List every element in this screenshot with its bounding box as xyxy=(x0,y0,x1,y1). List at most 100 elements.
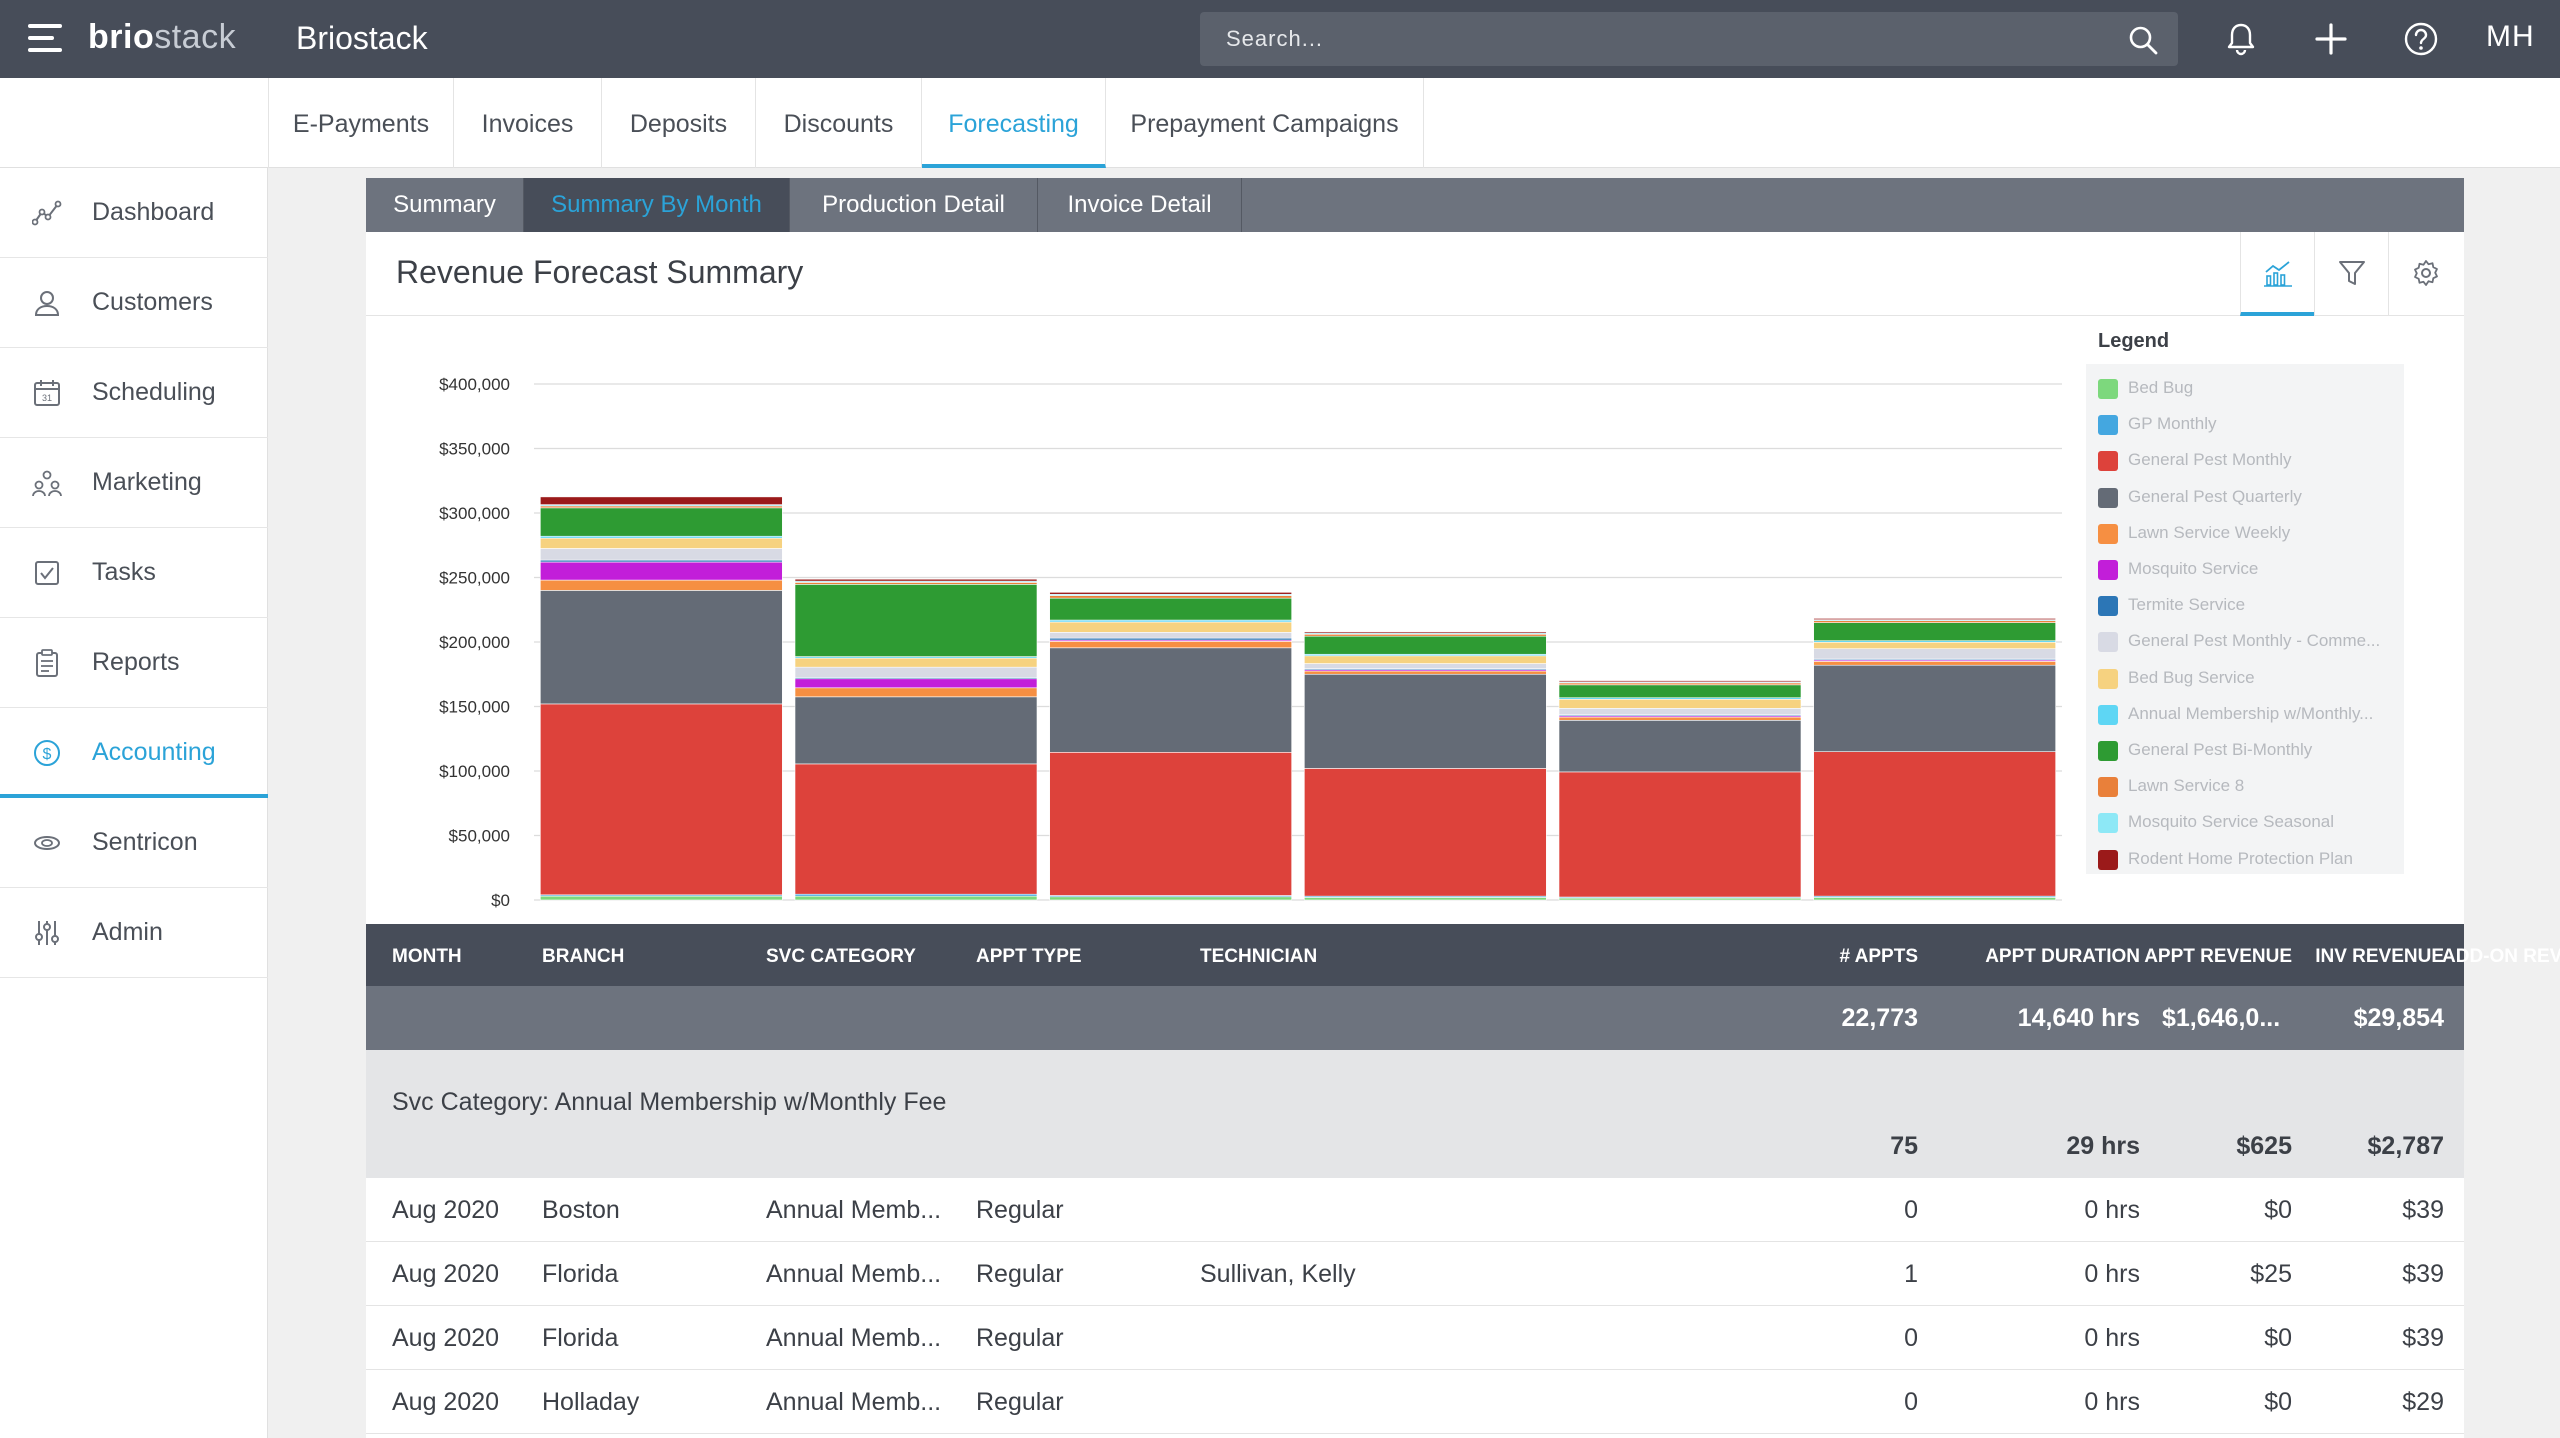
legend-item[interactable]: General Pest Monthly xyxy=(2098,448,2398,474)
sidebar-item-tasks[interactable]: Tasks xyxy=(0,528,268,618)
sidebar-item-dashboard[interactable]: Dashboard xyxy=(0,168,268,258)
group-row[interactable]: Svc Category: Annual Membership w/Monthl… xyxy=(366,1050,2464,1178)
legend-item[interactable]: Bed Bug Service xyxy=(2098,666,2398,692)
legend-item[interactable]: Bed Bug xyxy=(2098,376,2398,402)
bar-segment[interactable] xyxy=(1558,708,1802,716)
tab-forecasting[interactable]: Forecasting xyxy=(922,78,1106,168)
bar-segment[interactable] xyxy=(540,507,783,537)
bar-segment[interactable] xyxy=(1304,768,1547,897)
bar-segment[interactable] xyxy=(794,696,1038,765)
column-header-appt-type[interactable]: APPT TYPE xyxy=(976,946,1082,967)
bar-segment[interactable] xyxy=(1813,618,2056,620)
search-icon[interactable] xyxy=(2128,25,2158,55)
bar-segment[interactable] xyxy=(1049,641,1292,649)
help-icon[interactable] xyxy=(2402,20,2440,58)
legend-item[interactable]: General Pest Quarterly xyxy=(2098,485,2398,511)
bar-segment[interactable] xyxy=(540,548,783,561)
bar-segment[interactable] xyxy=(1813,661,2056,666)
bar-segment[interactable] xyxy=(1304,897,1547,901)
legend-item[interactable]: General Pest Monthly - Comme... xyxy=(2098,629,2398,655)
legend-item[interactable]: Annual Membership w/Monthly... xyxy=(2098,702,2398,728)
column-header-appt-duration[interactable]: APPT DURATION xyxy=(1985,946,2140,967)
bar-segment[interactable] xyxy=(1049,597,1292,621)
chart-toggle-button[interactable] xyxy=(2240,232,2314,316)
sidebar-item-accounting[interactable]: $ Accounting xyxy=(0,708,268,798)
sidebar-item-customers[interactable]: Customers xyxy=(0,258,268,348)
tab-invoices[interactable]: Invoices xyxy=(454,78,602,168)
tab-discounts[interactable]: Discounts xyxy=(756,78,922,168)
legend-item[interactable]: Lawn Service Weekly xyxy=(2098,521,2398,547)
bar-segment[interactable] xyxy=(1813,897,2056,901)
legend-item[interactable]: GP Monthly xyxy=(2098,412,2398,438)
tab-prepayment-campaigns[interactable]: Prepayment Campaigns xyxy=(1106,78,1424,168)
table-row[interactable]: Aug 2020 Holladay Annual Memb... Regular 0 0 … xyxy=(366,1370,2464,1434)
bar-segment[interactable] xyxy=(1049,751,1292,896)
bar-segment[interactable] xyxy=(1049,647,1292,753)
bar-segment[interactable] xyxy=(1813,751,2056,897)
bar-segment[interactable] xyxy=(1304,635,1547,655)
legend-item[interactable]: Mosquito Service xyxy=(2098,557,2398,583)
bar-segment[interactable] xyxy=(1049,621,1292,633)
bar-segment[interactable] xyxy=(1304,673,1547,769)
table-row[interactable]: Aug 2020 Florida Annual Memb... Regular Sull… xyxy=(366,1242,2464,1306)
column-header-inv-revenue[interactable]: INV REVENUE xyxy=(2315,946,2444,967)
legend-item[interactable]: Lawn Service 8 xyxy=(2098,774,2398,800)
bar-segment[interactable] xyxy=(1304,663,1547,670)
column-header-appts[interactable]: # APPTS xyxy=(1839,946,1919,967)
column-header-technician[interactable]: TECHNICIAN xyxy=(1200,946,1318,967)
menu-icon[interactable] xyxy=(28,24,62,54)
search-input[interactable] xyxy=(1200,12,2100,66)
bar-segment[interactable] xyxy=(1558,720,1802,773)
column-header-month[interactable]: MONTH xyxy=(392,946,462,967)
user-avatar[interactable]: MH xyxy=(2486,20,2535,53)
sidebar-item-sentricon[interactable]: Sentricon xyxy=(0,798,268,888)
bar-segment[interactable] xyxy=(1304,655,1547,664)
bell-icon[interactable] xyxy=(2222,20,2260,58)
legend-item[interactable]: Mosquito Service Seasonal xyxy=(2098,810,2398,836)
bar-segment[interactable] xyxy=(794,584,1038,657)
bar-segment[interactable] xyxy=(540,496,783,505)
filter-button[interactable] xyxy=(2314,232,2388,316)
bar-segment[interactable] xyxy=(540,561,783,581)
add-icon[interactable] xyxy=(2312,20,2350,58)
bar-segment[interactable] xyxy=(1558,771,1802,898)
sidebar-item-scheduling[interactable]: 31 Scheduling xyxy=(0,348,268,438)
bar-segment[interactable] xyxy=(794,666,1038,678)
bar-segment[interactable] xyxy=(1049,632,1292,639)
column-header-svc-category[interactable]: SVC CATEGORY xyxy=(766,946,916,967)
bar-segment[interactable] xyxy=(794,578,1038,582)
table-row[interactable]: Aug 2020 Boston Annual Memb... Regular 0 0 hr… xyxy=(366,1178,2464,1242)
bar-segment[interactable] xyxy=(1049,896,1292,901)
bar-segment[interactable] xyxy=(540,537,783,549)
bar-segment[interactable] xyxy=(1049,595,1292,599)
bar-segment[interactable] xyxy=(1558,684,1802,699)
column-header-appt-revenue[interactable]: APPT REVENUE xyxy=(2144,946,2292,967)
legend-item[interactable]: Rodent Home Protection Plan xyxy=(2098,847,2398,873)
bar-segment[interactable] xyxy=(794,687,1038,698)
sidebar-item-reports[interactable]: Reports xyxy=(0,618,268,708)
bar-segment[interactable] xyxy=(1813,648,2056,660)
tab-summary-by-month[interactable]: Summary By Month xyxy=(524,178,790,232)
settings-button[interactable] xyxy=(2388,232,2462,316)
bar-segment[interactable] xyxy=(794,895,1038,901)
sidebar-item-admin[interactable]: Admin xyxy=(0,888,268,978)
bar-segment[interactable] xyxy=(540,590,783,705)
bar-segment[interactable] xyxy=(540,579,783,591)
legend-item[interactable]: General Pest Bi-Monthly xyxy=(2098,738,2398,764)
tab-summary[interactable]: Summary xyxy=(366,178,524,232)
bar-segment[interactable] xyxy=(1813,641,2056,650)
tab-invoice-detail[interactable]: Invoice Detail xyxy=(1038,178,1242,232)
bar-segment[interactable] xyxy=(1813,622,2056,642)
brand-logo[interactable]: briostack xyxy=(88,18,237,56)
column-header-branch[interactable]: BRANCH xyxy=(542,946,625,967)
bar-segment[interactable] xyxy=(794,657,1038,668)
tab-deposits[interactable]: Deposits xyxy=(602,78,756,168)
bar-segment[interactable] xyxy=(1558,698,1802,709)
sidebar-item-marketing[interactable]: Marketing xyxy=(0,438,268,528)
bar-segment[interactable] xyxy=(1304,631,1547,634)
legend-item[interactable]: Termite Service xyxy=(2098,593,2398,619)
bar-segment[interactable] xyxy=(794,763,1038,895)
bar-segment[interactable] xyxy=(1304,670,1547,675)
bar-segment[interactable] xyxy=(794,678,1038,689)
tab-production-detail[interactable]: Production Detail xyxy=(790,178,1038,232)
